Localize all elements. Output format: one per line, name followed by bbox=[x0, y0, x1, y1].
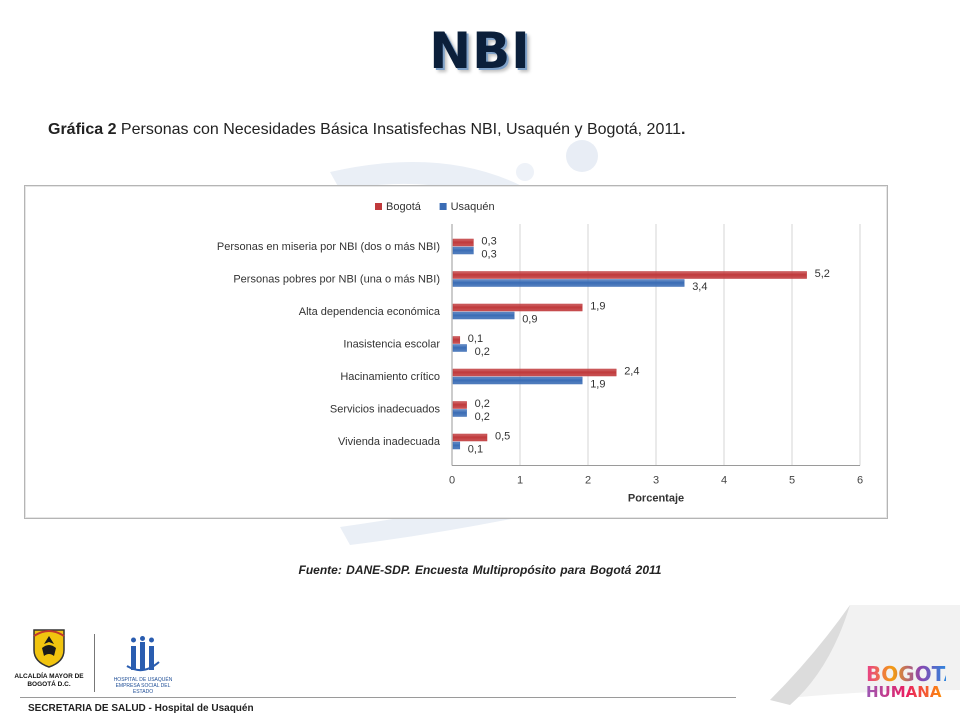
x-gridlines bbox=[451, 224, 861, 466]
chart-caption: Gráfica 2 Personas con Necesidades Básic… bbox=[48, 121, 928, 139]
x-axis-title: Porcentaje bbox=[628, 493, 684, 505]
legend-swatch-0 bbox=[375, 203, 382, 210]
bar-usaquen bbox=[452, 279, 685, 287]
footer-divider bbox=[20, 697, 736, 698]
bar-usaquen bbox=[452, 311, 515, 320]
bar-bogota bbox=[452, 368, 617, 377]
bar-usaquen bbox=[452, 441, 461, 450]
bar-bogota bbox=[452, 433, 488, 442]
category-label: Inasistencia escolar bbox=[343, 339, 440, 351]
data-label: 0,1 bbox=[468, 444, 483, 456]
x-tick-label: 5 bbox=[789, 475, 795, 487]
logo-separator bbox=[94, 634, 95, 692]
category-label: Personas pobres por NBI (una o más NBI) bbox=[233, 274, 440, 286]
bogota-humana-logo: BOGOTÁ HUMANA bbox=[866, 662, 960, 700]
shield-icon bbox=[33, 629, 65, 668]
hospital-logo-text: HOSPITAL DE USAQUÉN EMPRESA SOCIAL DEL E… bbox=[113, 677, 173, 695]
data-label: 0,5 bbox=[495, 431, 510, 443]
data-label: 0,3 bbox=[481, 236, 496, 248]
category-label: Servicios inadecuados bbox=[330, 404, 441, 416]
legend-label-1: Usaquén bbox=[451, 201, 495, 213]
bar-bogota bbox=[452, 336, 461, 344]
alcaldia-logo-text: ALCALDÍA MAYOR DE BOGOTÁ D.C. bbox=[14, 673, 84, 688]
data-label: 0,2 bbox=[475, 398, 490, 410]
chart-frame: Bogotá Usaquén 0 1 2 3 4 5 6 Porcentaje Personas e… bbox=[24, 185, 888, 519]
bar-bogota bbox=[452, 303, 583, 312]
data-label: 0,2 bbox=[475, 411, 490, 423]
footer-text: SECRETARIA DE SALUD - Hospital de Usaqué… bbox=[28, 703, 254, 714]
legend-swatch-1 bbox=[439, 203, 447, 210]
data-label: 2,4 bbox=[624, 366, 639, 378]
x-tick-label: 6 bbox=[857, 475, 863, 487]
bogota-logo-line1: BOGOTÁ bbox=[866, 662, 960, 686]
caption-figure-number: Gráfica 2 bbox=[48, 121, 117, 138]
data-label: 0,2 bbox=[475, 346, 490, 358]
bar-usaquen bbox=[452, 409, 467, 417]
data-label: 0,9 bbox=[522, 314, 537, 326]
bar-bogota bbox=[452, 238, 474, 247]
x-tick-label: 3 bbox=[653, 475, 659, 487]
data-label: 1,9 bbox=[590, 301, 605, 313]
bar-bogota bbox=[452, 271, 807, 279]
caption-period: . bbox=[680, 121, 686, 138]
x-tick-label: 1 bbox=[517, 475, 523, 487]
hospital-mark-icon bbox=[126, 636, 160, 672]
data-label: 1,9 bbox=[590, 379, 605, 391]
category-label: Hacinamiento crítico bbox=[340, 371, 440, 383]
hospital-logo: HOSPITAL DE USAQUÉN EMPRESA SOCIAL DEL E… bbox=[108, 636, 178, 695]
bar-usaquen bbox=[452, 376, 583, 385]
caption-text: Personas con Necesidades Básica Insatisf… bbox=[116, 121, 681, 138]
data-label: 0,1 bbox=[468, 333, 483, 345]
bar-bogota bbox=[452, 401, 467, 409]
category-label: Alta dependencia económica bbox=[299, 306, 441, 318]
chart-legend: Bogotá Usaquén bbox=[375, 201, 495, 213]
category-label: Personas en miseria por NBI (dos o más N… bbox=[217, 241, 440, 253]
bar-usaquen bbox=[452, 344, 467, 352]
source-note: Fuente: DANE-SDP. Encuesta Multipropósit… bbox=[298, 563, 662, 577]
legend-label-0: Bogotá bbox=[386, 201, 422, 213]
data-label: 5,2 bbox=[815, 268, 830, 280]
x-tick-label: 2 bbox=[585, 475, 591, 487]
x-tick-label: 0 bbox=[449, 475, 455, 487]
data-label: 0,3 bbox=[481, 249, 496, 261]
x-tick-label: 4 bbox=[721, 475, 727, 487]
bar-usaquen bbox=[452, 246, 474, 255]
nbi-bar-chart: Bogotá Usaquén 0 1 2 3 4 5 6 Porcentaje Personas e… bbox=[217, 201, 863, 505]
alcaldia-logo: ALCALDÍA MAYOR DE BOGOTÁ D.C. bbox=[14, 628, 84, 689]
bogota-logo-line2: HUMANA bbox=[866, 684, 946, 700]
data-label: 3,4 bbox=[692, 281, 707, 293]
category-label: Vivienda inadecuada bbox=[338, 436, 441, 448]
slide-title: NBI bbox=[429, 22, 531, 80]
